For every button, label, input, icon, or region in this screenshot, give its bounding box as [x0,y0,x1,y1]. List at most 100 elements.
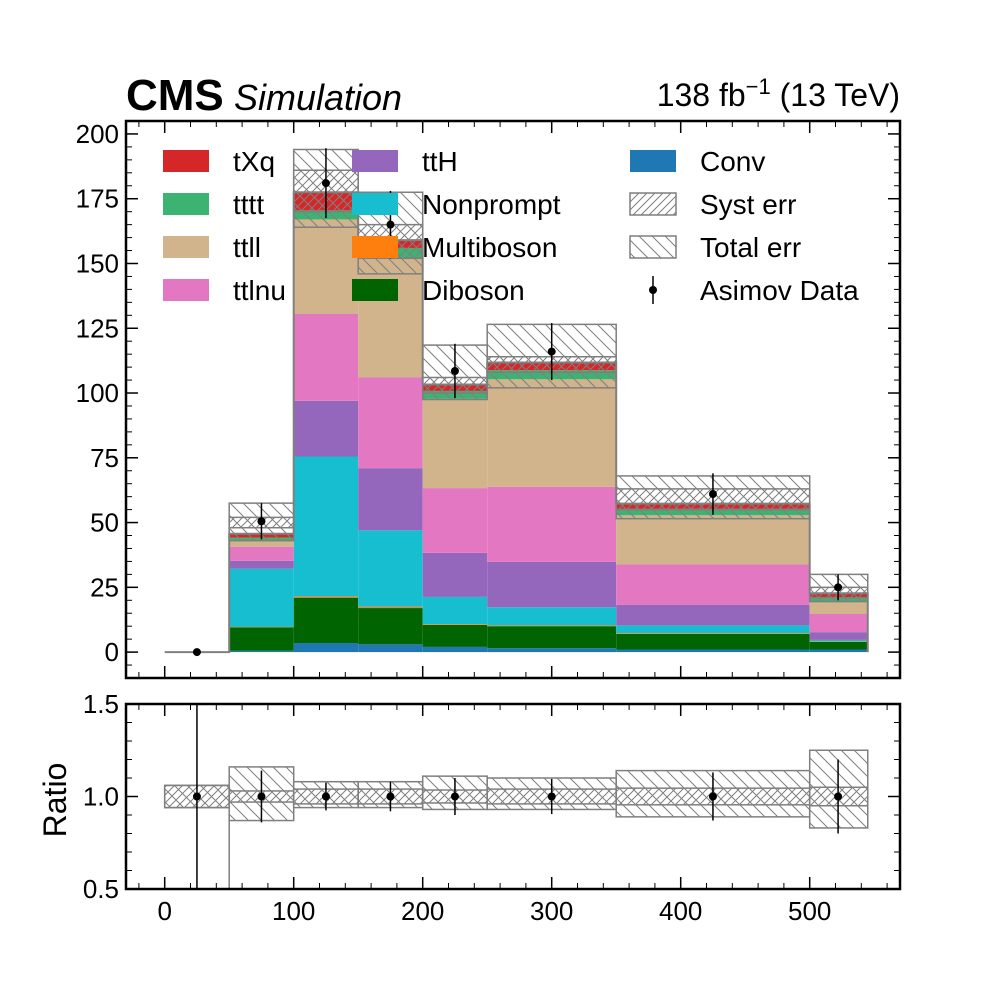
legend-swatch-tth [352,150,398,172]
bar-diboson-bin-1 [229,627,294,651]
legend-label-ttlnu: ttlnu [233,275,286,306]
bar-conv-bin-3 [358,644,423,653]
bar-multiboson-bin-4 [422,624,488,625]
bar-tth-bin-7 [809,632,868,640]
bar-nonprompt-bin-6 [616,625,810,634]
ratio-point-0 [192,792,201,801]
bar-ttll-bin-3 [358,258,423,378]
bar-ttll-bin-2 [293,219,359,315]
legend-label-txq: tXq [233,146,275,177]
bar-ttlnu-bin-7 [809,614,868,633]
data-point-5 [547,347,556,356]
ratio-data-points [192,704,843,889]
bar-ttlnu-bin-6 [616,564,810,605]
bar-diboson-bin-4 [422,624,488,647]
data-point-7 [834,583,843,592]
bar-nonprompt-bin-1 [229,568,294,627]
data-point-3 [386,220,395,229]
bar-ttll-bin-4 [422,398,488,489]
bar-conv-bin-6 [616,649,810,653]
bar-tth-bin-1 [229,560,294,569]
bar-tth-bin-6 [616,604,810,626]
bar-conv-bin-2 [293,643,359,653]
bar-nonprompt-bin-4 [422,596,488,625]
ratio-xtick-label: 500 [788,896,831,926]
bar-ttlnu-bin-4 [422,488,488,553]
bar-diboson-bin-5 [487,626,617,649]
legend-label-nonprompt: Nonprompt [422,189,561,220]
legend-swatch-conv [630,150,676,172]
bar-tth-bin-3 [358,468,423,531]
ratio-point-5 [547,792,556,801]
bar-conv-bin-4 [422,646,488,653]
ratio-xtick-label: 100 [272,896,315,926]
bar-ttll-bin-5 [487,379,617,487]
bar-multiboson-bin-2 [293,596,359,598]
data-point-6 [708,490,717,499]
bar-ttlnu-bin-5 [487,486,617,562]
bar-tth-bin-5 [487,561,617,608]
ratio-xtick-label: 0 [157,896,171,926]
data-point-2 [321,179,330,188]
ratio-axis-label: Ratio [37,763,73,838]
main-ytick-label: 25 [90,572,119,602]
main-axes: 0 25 50 75 100 125 150 175 200 [76,119,902,680]
main-ytick-label: 0 [105,637,119,667]
main-ytick-label: 75 [90,443,119,473]
bar-ttll-bin-7 [809,601,868,615]
legend-swatch-ttlnu [163,279,209,301]
legend-label-conv: Conv [700,146,765,177]
legend-label-multiboson: Multiboson [422,232,557,263]
bar-diboson-bin-6 [616,633,810,650]
energy-label: (13 TeV) [771,77,900,113]
bar-tth-bin-2 [293,400,359,457]
ratio-xtick-label: 300 [530,896,573,926]
legend-swatch-diboson [352,279,398,301]
legend-label-tth: ttH [422,146,458,177]
bar-multiboson-bin-6 [616,633,810,634]
legend-label-syst-err: Syst err [700,189,796,220]
luminosity-label: 138 fb−1 (13 TeV) [657,74,900,113]
main-ytick-label: 125 [76,313,119,343]
ratio-ytick-label: 0.5 [83,874,119,904]
bar-tth-bin-4 [422,552,488,597]
ratio-point-7 [834,792,843,801]
ratio-point-2 [321,792,330,801]
main-ytick-label: 150 [76,248,119,278]
main-ytick-label: 100 [76,378,119,408]
legend-label-tttt: tttt [233,189,264,220]
ratio-point-3 [386,792,395,801]
ratio-axes: 0.5 1.0 1.5 0 100 200 300 400 500 [83,689,902,926]
bar-conv-bin-5 [487,648,617,653]
bar-ttll-bin-1 [229,540,294,547]
main-ytick-label: 175 [76,184,119,214]
legend-swatch-multiboson [352,236,398,258]
bar-diboson-bin-7 [809,641,868,650]
bar-conv-bin-7 [809,649,868,653]
bar-ttlnu-bin-1 [229,546,294,561]
simulation-label: Simulation [234,77,402,118]
data-point-1 [257,517,266,526]
bar-multiboson-bin-7 [809,641,868,642]
data-point-0 [192,648,201,657]
legend-swatch-total-err [629,235,677,259]
bar-multiboson-bin-3 [358,606,423,609]
ratio-xtick-label: 400 [659,896,702,926]
main-ytick-label: 200 [76,119,119,149]
bar-multiboson-bin-5 [487,625,617,627]
legend-swatch-nonprompt [352,193,398,215]
main-frame [124,119,902,680]
legend-label-ttll: ttll [233,232,261,263]
bar-conv-bin-1 [229,650,294,653]
legend-swatch-txq [163,150,209,172]
legend-swatch-asimov-data [649,286,657,294]
bar-ttlnu-bin-3 [358,377,423,469]
legend-label-asimov-data: Asimov Data [700,275,859,306]
luminosity-exponent: −1 [746,74,771,99]
main-ytick-label: 50 [90,508,119,538]
bar-nonprompt-bin-2 [293,456,359,597]
ratio-uncertainty-bands [163,749,869,889]
legend-label-total-err: Total err [700,232,801,263]
